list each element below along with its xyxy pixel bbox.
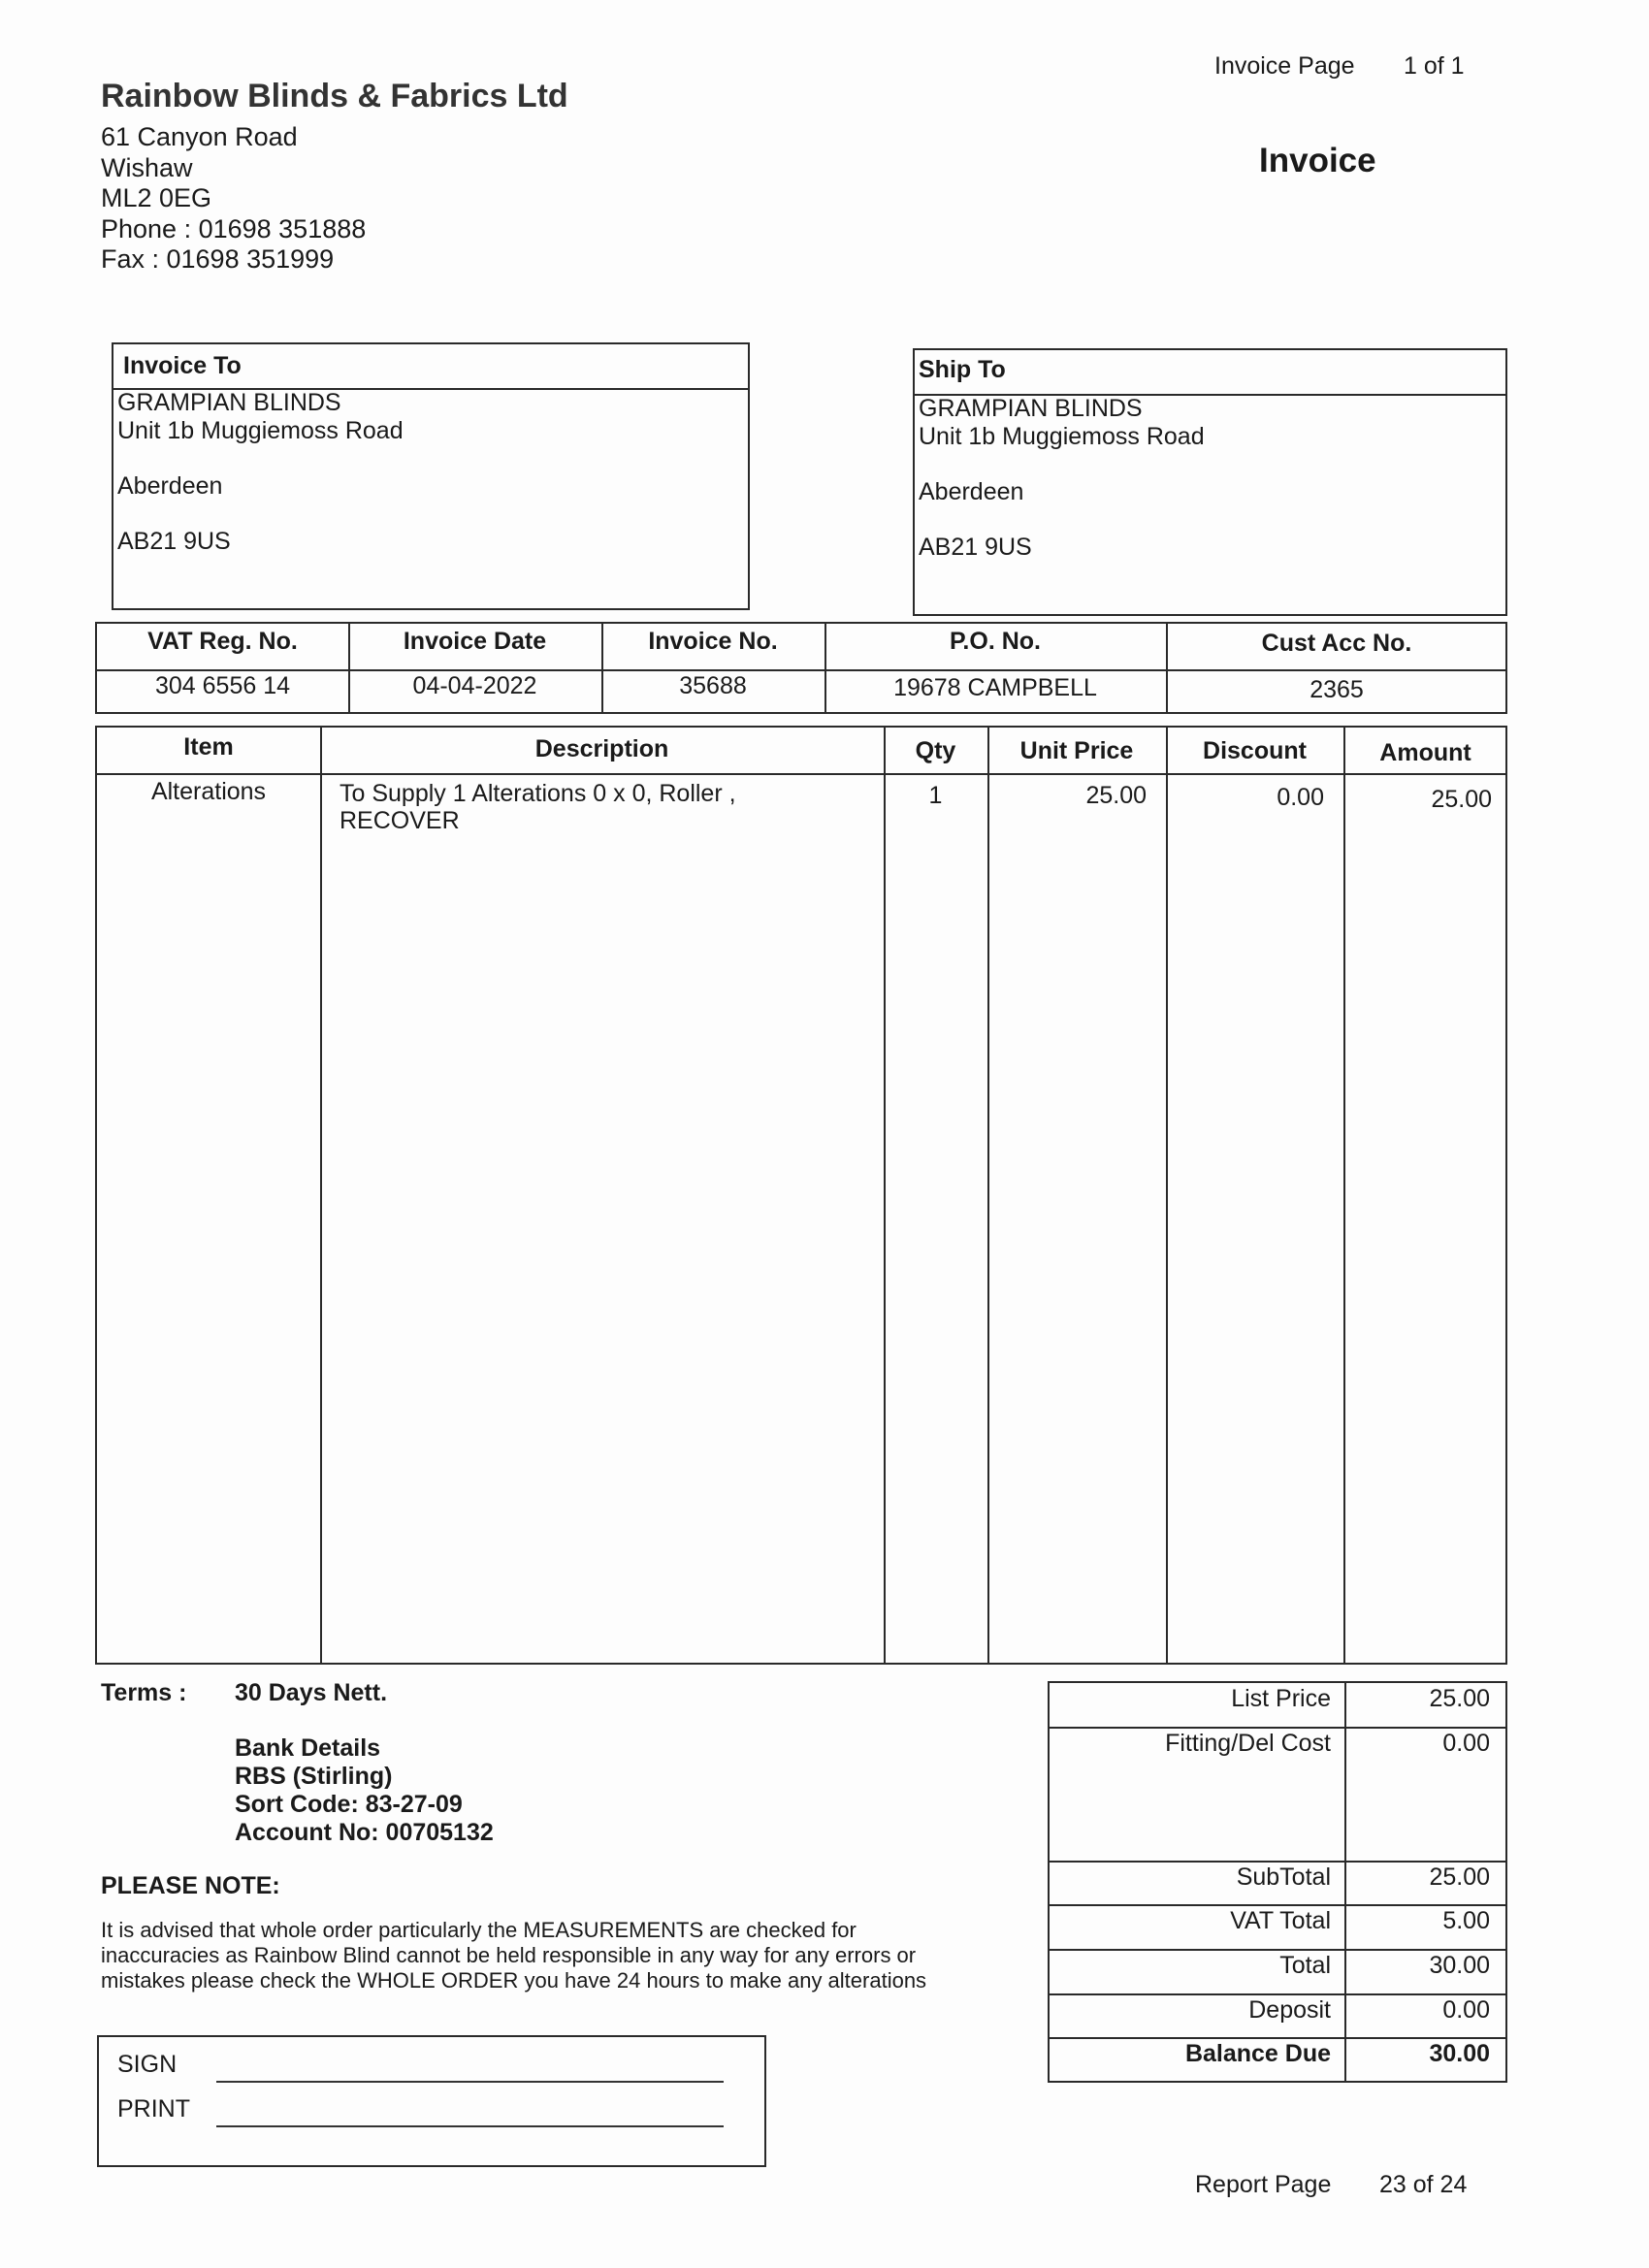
invoice-to-address: GRAMPIAN BLINDS Unit 1b Muggiemoss Road … [117,389,404,555]
totals-box: List Price 25.00 Fitting/Del Cost 0.00 S… [1048,1681,1507,2083]
description-line: RECOVER [340,807,460,834]
cust-acc-value: 2365 [1310,676,1364,703]
item-description: To Supply 1 Alterations 0 x 0, Roller , … [340,780,736,834]
vat-total-value: 5.00 [1442,1907,1490,1934]
note-line: inaccuracies as Rainbow Blind cannot be … [101,1943,917,1967]
terms-value: 30 Days Nett. [235,1679,388,1706]
header-amount: Amount [1379,739,1471,766]
header-description: Description [534,735,669,762]
header-qty: Qty [915,737,956,764]
address-line: ML2 0EG [101,183,212,212]
address-line: AB21 9US [919,533,1032,561]
address-line: Unit 1b Muggiemoss Road [919,422,1205,450]
item-name: Alterations [150,778,267,805]
item-qty: 1 [928,782,943,809]
total-label: Total [1279,1952,1331,1979]
header-po-no: P.O. No. [949,628,1041,655]
address-line: Unit 1b Muggiemoss Road [117,416,404,444]
header-unit-price: Unit Price [1019,737,1134,764]
company-phone: Phone : 01698 351888 [101,213,367,243]
bank-line: RBS (Stirling) [235,1763,393,1790]
list-price-value: 25.00 [1429,1685,1490,1712]
print-line[interactable] [216,2125,724,2127]
fitting-cost-label: Fitting/Del Cost [1165,1730,1331,1757]
balance-due-value: 30.00 [1429,2040,1490,2067]
terms-label: Terms : [101,1679,187,1706]
address-line: AB21 9US [117,527,231,555]
note-text: It is advised that whole order particula… [101,1918,926,1993]
address-line: GRAMPIAN BLINDS [919,395,1143,422]
sign-line[interactable] [216,2081,724,2083]
bank-line: Account No: 00705132 [235,1819,494,1846]
list-price-label: List Price [1231,1685,1331,1712]
company-address: 61 Canyon Road Wishaw ML2 0EG Phone : 01… [101,122,366,275]
address-line: Wishaw [101,152,193,182]
item-amount: 25.00 [1431,786,1492,813]
company-fax: Fax : 01698 351999 [101,244,335,274]
header-cust-acc: Cust Acc No. [1261,630,1412,657]
company-name: Rainbow Blinds & Fabrics Ltd [101,78,568,114]
report-page-number: 23 of 24 [1379,2171,1468,2198]
subtotal-label: SubTotal [1236,1863,1331,1891]
bank-line: Sort Code: 83-27-09 [235,1791,463,1818]
vat-total-label: VAT Total [1230,1907,1331,1934]
ship-to-address: GRAMPIAN BLINDS Unit 1b Muggiemoss Road … [919,395,1205,561]
address-line: 61 Canyon Road [101,122,298,151]
note-title: PLEASE NOTE: [101,1872,280,1899]
invoice-to-title: Invoice To [123,352,242,379]
print-label: PRINT [117,2095,190,2122]
ship-to-box: Ship To GRAMPIAN BLINDS Unit 1b Muggiemo… [913,348,1507,616]
deposit-label: Deposit [1248,1996,1331,2024]
vat-reg-value: 304 6556 14 [154,672,291,699]
item-unit-price: 25.00 [1085,782,1147,809]
invoice-date-value: 04-04-2022 [412,672,537,699]
description-line: To Supply 1 Alterations 0 x 0, Roller , [340,780,736,807]
header-discount: Discount [1203,737,1307,764]
po-no-value: 19678 CAMPBELL [893,674,1097,701]
invoice-no-value: 35688 [679,672,747,699]
deposit-value: 0.00 [1442,1996,1490,2024]
bank-details: Bank Details RBS (Stirling) Sort Code: 8… [235,1734,494,1847]
header-item: Item [183,733,234,761]
page-label: Invoice Page [1214,52,1355,80]
note-line: It is advised that whole order particula… [101,1918,857,1942]
ship-to-title: Ship To [919,356,1006,383]
document-title: Invoice [1259,142,1376,179]
item-discount: 0.00 [1277,784,1324,811]
total-value: 30.00 [1429,1952,1490,1979]
invoice-to-box: Invoice To GRAMPIAN BLINDS Unit 1b Muggi… [112,342,750,610]
subtotal-value: 25.00 [1429,1863,1490,1891]
invoice-info-table: VAT Reg. No. Invoice Date Invoice No. P.… [95,622,1507,714]
items-table: Item Description Qty Unit Price Discount… [95,726,1507,1665]
signature-box: SIGN PRINT [97,2035,766,2167]
header-vat-reg: VAT Reg. No. [147,628,298,655]
bank-line: Bank Details [235,1734,381,1762]
header-invoice-no: Invoice No. [648,628,778,655]
fitting-cost-value: 0.00 [1442,1730,1490,1757]
address-line: Aberdeen [919,477,1024,505]
address-line: GRAMPIAN BLINDS [117,389,341,416]
sign-label: SIGN [117,2051,178,2078]
page-number: 1 of 1 [1404,52,1465,80]
address-line: Aberdeen [117,471,223,500]
header-invoice-date: Invoice Date [403,628,547,655]
note-line: mistakes please check the WHOLE ORDER yo… [101,1968,927,1993]
report-page-label: Report Page [1195,2171,1332,2198]
balance-due-label: Balance Due [1184,2040,1331,2067]
